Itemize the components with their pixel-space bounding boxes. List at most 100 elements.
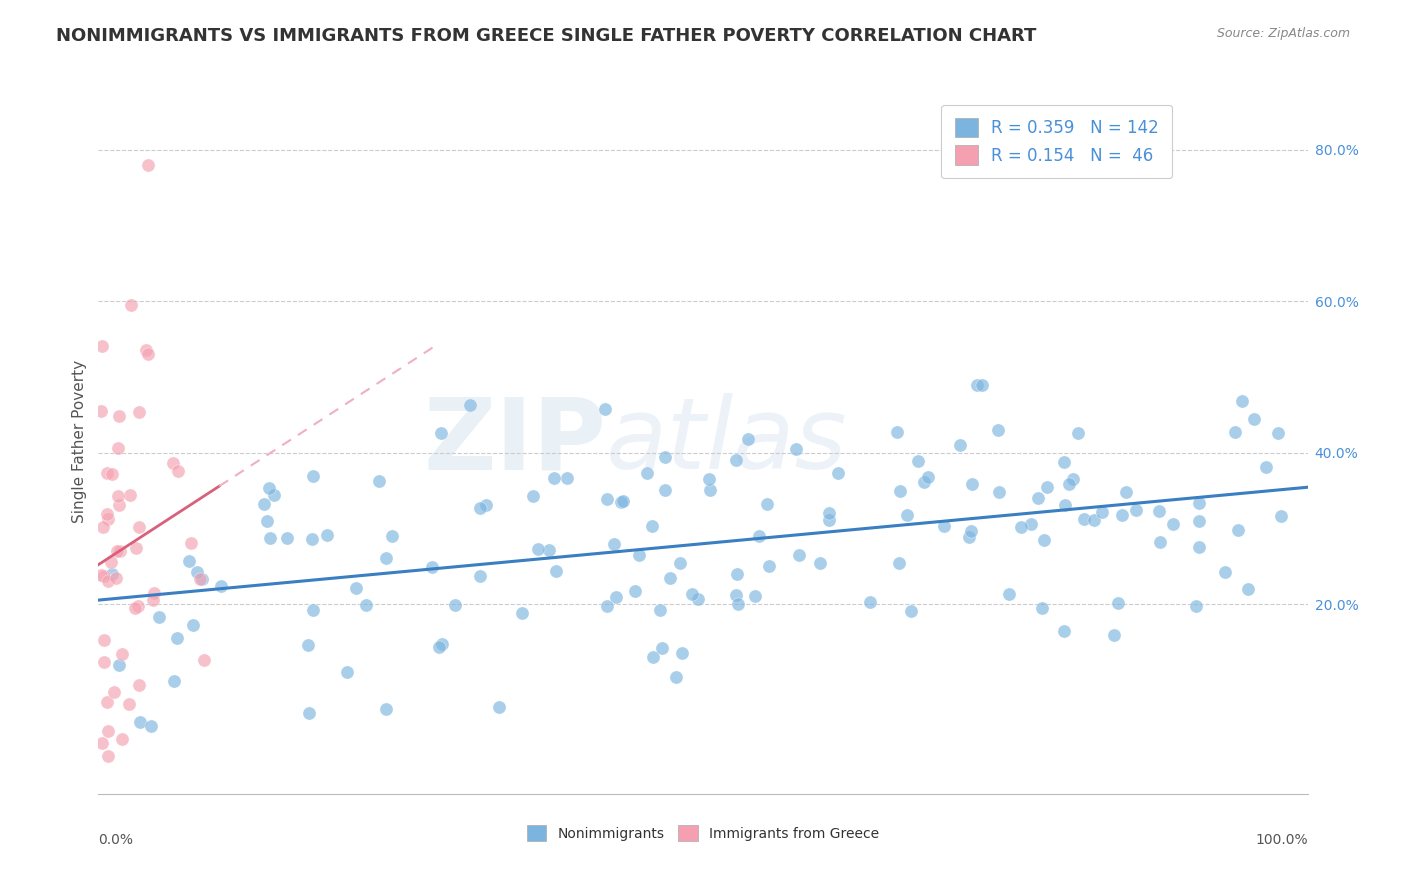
- Point: [427, 640, 450, 654]
- Text: Source: ZipAtlas.com: Source: ZipAtlas.com: [1216, 27, 1350, 40]
- Point: [107, 489, 129, 503]
- Point: [1147, 504, 1170, 518]
- Point: [259, 531, 281, 545]
- Point: [96, 466, 118, 480]
- Point: [1053, 498, 1076, 512]
- Point: [654, 483, 676, 498]
- Point: [596, 599, 619, 614]
- Point: [193, 653, 215, 667]
- Point: [163, 674, 186, 689]
- Point: [90, 736, 112, 750]
- Point: [1102, 627, 1125, 641]
- Point: [1026, 491, 1049, 505]
- Point: [818, 513, 841, 527]
- Point: [107, 441, 129, 455]
- Point: [537, 542, 560, 557]
- Y-axis label: Single Father Poverty: Single Father Poverty: [72, 360, 87, 523]
- Point: [1083, 513, 1105, 527]
- Point: [97, 749, 120, 764]
- Point: [827, 466, 849, 480]
- Point: [430, 426, 453, 441]
- Point: [1188, 495, 1211, 509]
- Point: [97, 574, 120, 589]
- Point: [510, 606, 533, 620]
- Point: [128, 678, 150, 692]
- Point: [91, 520, 114, 534]
- Point: [737, 433, 759, 447]
- Point: [139, 719, 162, 733]
- Point: [907, 453, 929, 467]
- Point: [108, 544, 131, 558]
- Point: [641, 519, 664, 533]
- Point: [276, 532, 298, 546]
- Point: [1057, 476, 1080, 491]
- Point: [256, 514, 278, 528]
- Point: [636, 466, 658, 480]
- Point: [665, 670, 688, 684]
- Point: [191, 572, 214, 586]
- Point: [101, 567, 124, 582]
- Point: [420, 559, 443, 574]
- Point: [96, 507, 118, 521]
- Point: [1188, 515, 1211, 529]
- Point: [136, 158, 159, 172]
- Point: [107, 409, 129, 423]
- Point: [624, 584, 647, 599]
- Point: [344, 581, 367, 595]
- Point: [610, 494, 633, 508]
- Point: [458, 398, 481, 412]
- Point: [302, 603, 325, 617]
- Point: [1213, 565, 1236, 579]
- Point: [960, 524, 983, 539]
- Point: [1237, 582, 1260, 597]
- Point: [430, 637, 453, 651]
- Text: 100.0%: 100.0%: [1256, 832, 1308, 847]
- Point: [659, 571, 682, 585]
- Point: [681, 587, 703, 601]
- Point: [103, 684, 125, 698]
- Point: [651, 640, 673, 655]
- Point: [135, 343, 157, 357]
- Point: [1091, 505, 1114, 519]
- Point: [756, 497, 779, 511]
- Point: [100, 554, 122, 568]
- Point: [912, 475, 935, 490]
- Point: [1019, 516, 1042, 531]
- Point: [375, 550, 398, 565]
- Point: [1073, 512, 1095, 526]
- Point: [886, 425, 908, 439]
- Point: [787, 548, 810, 562]
- Point: [785, 442, 807, 456]
- Point: [669, 556, 692, 570]
- Point: [1036, 480, 1059, 494]
- Point: [91, 339, 114, 353]
- Point: [917, 469, 939, 483]
- Point: [671, 646, 693, 660]
- Point: [186, 565, 208, 579]
- Point: [725, 588, 748, 602]
- Point: [1107, 596, 1129, 610]
- Point: [336, 665, 359, 679]
- Point: [1125, 503, 1147, 517]
- Point: [209, 579, 232, 593]
- Text: atlas: atlas: [606, 393, 848, 490]
- Point: [111, 731, 134, 746]
- Point: [697, 472, 720, 486]
- Point: [93, 569, 115, 583]
- Point: [105, 571, 128, 585]
- Point: [758, 559, 780, 574]
- Point: [470, 500, 492, 515]
- Point: [475, 498, 498, 512]
- Point: [1243, 412, 1265, 426]
- Point: [166, 631, 188, 645]
- Point: [167, 464, 190, 478]
- Point: [543, 471, 565, 485]
- Point: [100, 467, 122, 482]
- Point: [315, 528, 337, 542]
- Point: [949, 438, 972, 452]
- Point: [654, 450, 676, 464]
- Point: [301, 532, 323, 546]
- Point: [183, 618, 205, 632]
- Point: [188, 572, 211, 586]
- Point: [522, 489, 544, 503]
